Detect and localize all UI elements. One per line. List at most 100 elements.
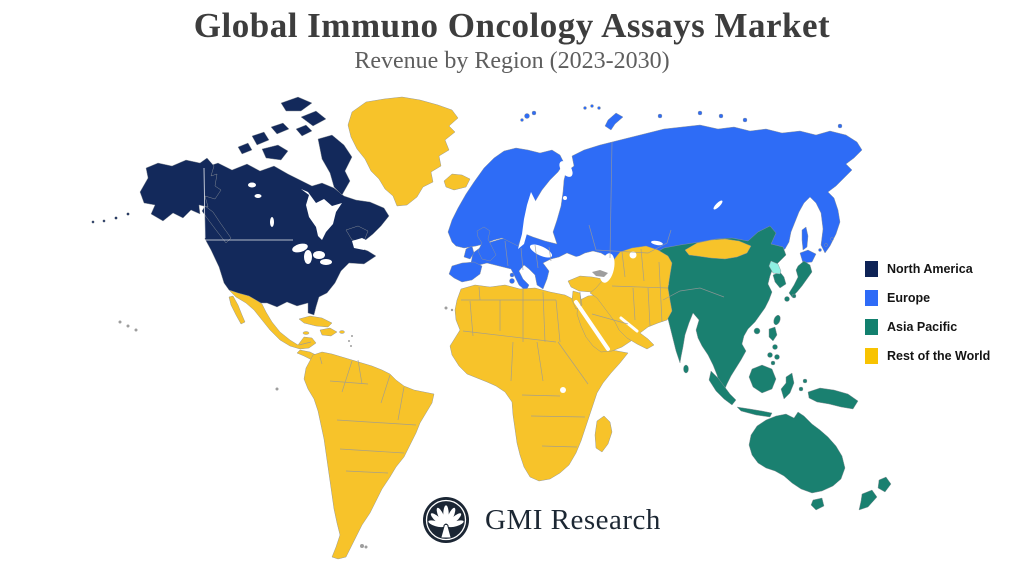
sumatra: [708, 370, 737, 406]
new-guinea: [807, 387, 859, 410]
legend: North America Europe Asia Pacific Rest o…: [865, 261, 990, 377]
legend-label-asia-pacific: Asia Pacific: [887, 320, 958, 334]
puerto-rico: [339, 330, 345, 334]
great-britain: [476, 226, 497, 262]
red-sea: [574, 300, 610, 351]
persian-gulf: [619, 316, 639, 333]
corsica: [509, 272, 515, 278]
gulf-st-lawrence: [352, 238, 370, 250]
brand-footer: GMI Research: [422, 496, 661, 544]
lake-ontario: [320, 259, 332, 265]
minor-islands: [118, 270, 608, 549]
madagascar: [594, 415, 613, 453]
cuba: [298, 315, 333, 328]
black-sea: [561, 255, 605, 273]
page-title: Global Immuno Oncology Assays Market: [193, 6, 831, 45]
baja-california: [228, 295, 246, 325]
legend-swatch-europe: [865, 290, 878, 306]
lesser-antilles: [348, 340, 350, 342]
lake-baikal: [713, 200, 723, 210]
legend-item-north-america: North America: [865, 261, 990, 277]
borneo: [748, 364, 777, 394]
legend-item-asia-pacific: Asia Pacific: [865, 319, 990, 335]
lake-ladoga: [555, 202, 561, 208]
great-bear-lake: [248, 182, 256, 188]
map-region-asia-pacific: [649, 225, 892, 511]
us-canada-borders: [203, 167, 293, 241]
hainan: [753, 327, 761, 335]
mongolia: [684, 238, 752, 260]
alaska-panhandle: [201, 205, 232, 244]
kuril-islands: [818, 248, 822, 252]
map-region-north-korea: [768, 260, 782, 275]
map-region-rest-of-world: [228, 96, 752, 560]
palm-trunk: [441, 525, 451, 538]
white-sea: [559, 161, 573, 177]
jamaica: [302, 331, 310, 335]
gulf-of-bothnia: [518, 192, 536, 249]
great-slave-lake: [254, 194, 262, 198]
falklands: [360, 544, 364, 548]
aleutians: [126, 212, 130, 216]
legend-swatch-rest-of-world: [865, 348, 878, 364]
asia-mainland: [649, 225, 787, 392]
galapagos: [275, 387, 279, 391]
lake-michigan: [304, 250, 312, 264]
alaska: [139, 157, 222, 222]
lake-huron: [313, 251, 325, 259]
page-subtitle: Revenue by Region (2023-2030): [354, 48, 670, 75]
new-zealand-north: [877, 476, 892, 493]
lake-superior: [292, 243, 308, 253]
japan-kyushu: [784, 296, 790, 302]
map-region-north-america: [91, 96, 390, 316]
greenland: [347, 96, 459, 207]
iberia: [448, 261, 483, 283]
sardinia: [509, 278, 515, 284]
country-borders: [298, 141, 725, 474]
japan-honshu: [788, 260, 813, 298]
water-bodies: [248, 161, 723, 393]
iceland: [443, 173, 471, 191]
canary-islands: [444, 306, 448, 310]
japan-shikoku: [791, 293, 797, 299]
sulawesi: [780, 372, 795, 400]
philippines-luzon: [768, 326, 778, 342]
java: [736, 406, 773, 418]
legend-item-europe: Europe: [865, 290, 990, 306]
brand-name: GMI Research: [485, 503, 661, 536]
novaya-zemlya: [604, 112, 624, 131]
lake-winnipeg: [270, 217, 274, 227]
tasmania: [810, 497, 825, 511]
legend-swatch-north-america: [865, 261, 878, 277]
caucasus: [592, 270, 608, 277]
baffin-island: [317, 134, 353, 196]
sri-lanka: [683, 364, 689, 374]
south-america: [303, 351, 435, 560]
legend-label-rest-of-world: Rest of the World: [887, 349, 991, 363]
ireland: [463, 245, 475, 260]
mexico: [228, 289, 317, 350]
hawaii: [118, 320, 122, 324]
newfoundland: [345, 225, 369, 242]
franz-josef: [583, 106, 587, 110]
lake-balkhash: [651, 240, 663, 246]
svalbard: [524, 113, 530, 119]
lake-victoria: [560, 387, 566, 393]
header: Global Immuno Oncology Assays Market Rev…: [0, 6, 1024, 75]
aral-sea: [629, 251, 637, 259]
south-korea: [772, 271, 787, 289]
legend-label-north-america: North America: [887, 262, 973, 276]
taiwan: [773, 314, 781, 326]
hispaniola: [319, 327, 338, 337]
legend-label-europe: Europe: [887, 291, 931, 305]
map-region-europe: [447, 104, 863, 297]
palm-fronds: [428, 505, 464, 538]
gmi-logo-icon: [423, 497, 469, 543]
hokkaido: [799, 249, 817, 264]
legend-swatch-asia-pacific: [865, 319, 878, 335]
scandinavia: [447, 147, 565, 249]
hudson-bay: [301, 189, 342, 240]
moluccas: [798, 386, 804, 392]
